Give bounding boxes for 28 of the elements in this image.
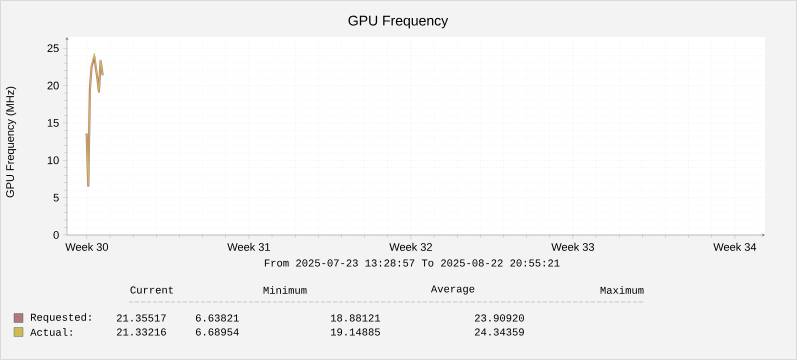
legend-label: Requested: (31, 313, 91, 323)
chart-title: GPU Frequency (348, 16, 448, 28)
text: 21.35517 (116, 314, 166, 322)
text: 21.33216 (116, 328, 166, 336)
x-tick-label: Week 32 (389, 242, 432, 251)
text: Minimum (264, 286, 307, 294)
x-tick-label: Week 34 (713, 242, 756, 251)
legend-label: Actual: (30, 328, 72, 336)
text: 6.63821 (196, 314, 239, 322)
text: 18.88121 (330, 314, 380, 322)
text: Average (430, 285, 474, 295)
text: Current (130, 286, 173, 294)
text: 24.34359 (474, 328, 524, 336)
y-tick-label: 10 (48, 156, 59, 164)
text: From 2025-07-23 13:28:57 To 2025-08-22 20:55:21 (264, 259, 560, 267)
x-tick-label: Week 33 (551, 242, 594, 251)
y-tick-label: 25 (48, 44, 59, 52)
y-tick-label: 5 (54, 194, 59, 202)
text: 23.90920 (474, 314, 524, 322)
x-tick-label: Week 30 (65, 242, 108, 251)
y-tick-label: 20 (48, 82, 59, 90)
x-tick-label: Week 31 (227, 242, 270, 251)
text: Maximum (600, 286, 644, 294)
y-tick-label: 15 (48, 119, 59, 127)
text: 19.14885 (330, 328, 380, 336)
y-tick-label: 0 (54, 231, 59, 239)
text: 6.68954 (196, 328, 239, 336)
y-axis-title: GPU Frequency (MHz) (6, 86, 16, 198)
